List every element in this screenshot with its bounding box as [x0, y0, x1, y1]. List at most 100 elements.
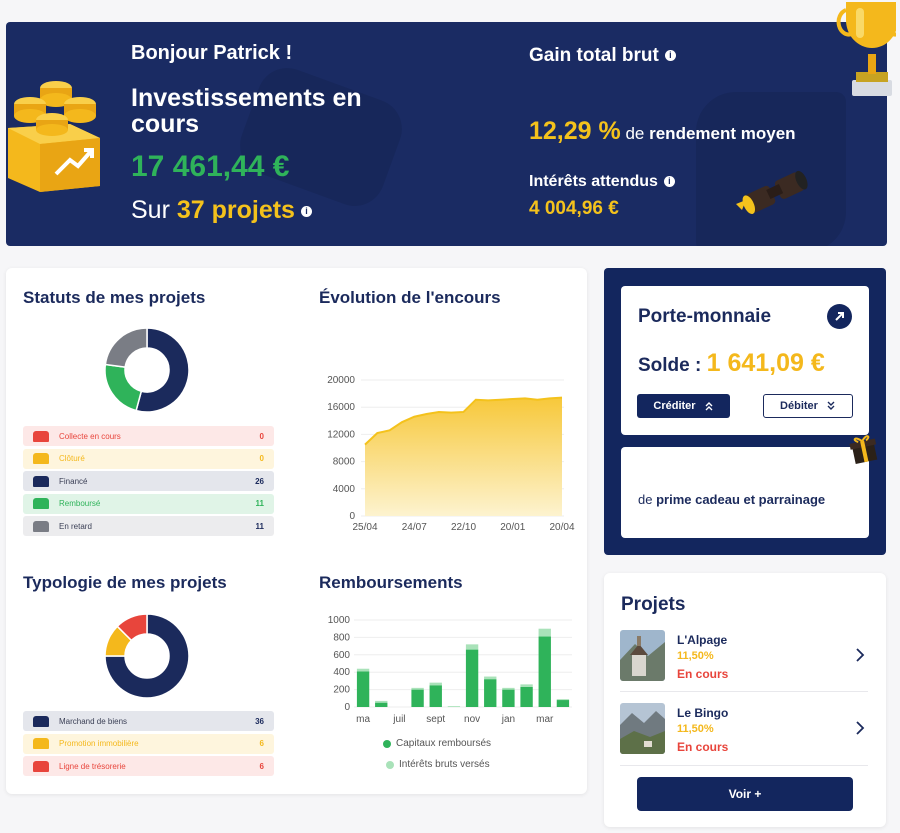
gain-total-label: Gain total brut i: [529, 45, 676, 67]
project-name: Le Bingo: [677, 706, 729, 720]
projects-title: Projets: [621, 594, 686, 615]
chevron-right-icon[interactable]: [853, 646, 867, 664]
greeting: Bonjour Patrick !: [131, 42, 293, 64]
prime-bold: prime cadeau et parrainage: [656, 492, 826, 507]
chevron-right-icon[interactable]: [853, 719, 867, 737]
project-rate: 11,50%: [677, 723, 714, 735]
donut-slice: [104, 327, 148, 368]
legend-label: Collecte en cours: [59, 431, 121, 441]
x-tick-label: 20/04: [549, 522, 574, 533]
briefcase-icon: [33, 430, 49, 442]
legend-row: Ligne de trésorerie 6: [23, 756, 274, 776]
project-rate: 11,50%: [677, 650, 714, 662]
x-tick-label: 25/04: [352, 522, 377, 533]
y-tick-label: 1000: [328, 615, 351, 626]
briefcase-icon: [33, 520, 49, 532]
project-name: L'Alpage: [677, 633, 728, 647]
legend-dot-capital: [383, 739, 391, 748]
invested-amount: 17 461,44 €: [131, 150, 290, 183]
wallet-panel: Porte-monnaie Solde : 1 641,09 € Crédite…: [604, 268, 886, 555]
area-fill: [365, 397, 562, 516]
interest-label: Intérêts attendus i: [529, 173, 675, 191]
legend-label: Clôturé: [59, 454, 85, 463]
projects-count: 37 projets: [176, 196, 295, 224]
x-tick-label: 24/07: [402, 522, 427, 533]
x-tick-label: ma: [356, 714, 370, 725]
info-icon[interactable]: i: [300, 205, 312, 217]
legend-row: Financé 26: [23, 471, 274, 491]
wallet-title: Porte-monnaie: [638, 306, 772, 327]
y-tick-label: 200: [333, 685, 350, 696]
project-item[interactable]: Le Bingo 11,50% En cours: [620, 703, 868, 775]
info-icon[interactable]: i: [663, 176, 675, 188]
donut-slice: [135, 327, 190, 413]
legend-count: 36: [255, 716, 264, 726]
projects-summary: Sur 37 projets i: [131, 196, 312, 225]
gain-total-text: Gain total brut: [529, 45, 659, 66]
y-tick-label: 8000: [333, 457, 356, 468]
legend-interets-label: Intérêts bruts versés: [399, 759, 490, 770]
legend-count: 26: [255, 476, 264, 486]
x-tick-label: 22/10: [451, 522, 476, 533]
bar-capital: [356, 671, 370, 707]
donut-slice: [104, 613, 190, 699]
y-tick-label: 400: [333, 667, 350, 678]
y-tick-label: 12000: [327, 429, 355, 440]
chevrons-down-icon: [827, 401, 835, 410]
project-status: En cours: [677, 667, 729, 681]
donut-slice: [116, 613, 148, 642]
typologie-legend: Marchand de biens 36 Promotion immobilière…: [23, 711, 274, 779]
yield-text-bold: rendement moyen: [649, 124, 796, 143]
divider: [620, 765, 868, 766]
prime-card: de prime cadeau et parrainage: [621, 447, 869, 538]
bar-interets: [447, 706, 461, 707]
y-tick-label: 0: [344, 702, 350, 713]
legend-row: En retard 11: [23, 516, 274, 536]
remboursements-bar-chart: 0 200 400 600 800 1000 ma juil sept nov jan mar: [328, 615, 572, 725]
lego-coins-illustration: [8, 81, 100, 192]
x-tick-label: sept: [426, 714, 445, 725]
evolution-title: Évolution de l'encours: [319, 288, 501, 307]
briefcase-icon: [33, 715, 49, 727]
x-tick-label: mar: [536, 714, 554, 725]
statuts-legend: Collecte en cours 0 Clôturé 0 Financé 26 Rembo…: [23, 426, 274, 539]
bar-interets: [429, 682, 442, 686]
legend-label: Financé: [59, 476, 88, 486]
legend-count: 6: [259, 761, 264, 771]
y-tick-label: 600: [333, 650, 350, 661]
debiter-button[interactable]: Débiter: [763, 394, 853, 418]
voir-plus-button[interactable]: Voir +: [637, 777, 853, 811]
prime-text: de prime cadeau et parrainage: [638, 493, 825, 507]
wallet-card: Porte-monnaie Solde : 1 641,09 € Crédite…: [621, 286, 869, 435]
bar-capital: [465, 649, 479, 707]
x-tick-label: juil: [392, 714, 405, 725]
briefcase-icon: [33, 498, 49, 509]
legend-row: Clôturé 0: [23, 448, 274, 469]
prime-prefix: de: [638, 492, 657, 507]
typologie-title: Typologie de mes projets: [23, 573, 227, 592]
project-item[interactable]: L'Alpage 11,50% En cours: [620, 630, 868, 702]
gift-icon: [849, 435, 878, 465]
donut-slice: [104, 363, 143, 412]
yield-percent: 12,29 %: [529, 117, 621, 145]
y-tick-label: 16000: [327, 402, 355, 413]
briefcase-icon: [33, 475, 49, 487]
bar-interets: [375, 700, 388, 703]
evolution-area-chart: 0 4000 8000 12000 16000 20000 25/04 24/07 22/10 2…: [327, 375, 575, 533]
info-icon[interactable]: i: [664, 50, 676, 62]
crediter-button[interactable]: Créditer: [637, 394, 730, 418]
debiter-label: Débiter: [780, 400, 818, 412]
interest-value: 4 004,96 €: [529, 198, 619, 219]
arrow-up-right-icon: [835, 312, 844, 321]
bar-capital: [375, 702, 388, 707]
y-tick-label: 4000: [333, 484, 356, 495]
y-tick-label: 0: [349, 511, 355, 522]
x-tick-label: jan: [501, 714, 515, 725]
briefcase-icon: [33, 738, 49, 749]
bar-interets: [484, 676, 497, 680]
hero-title: Investissements en cours: [131, 84, 362, 138]
legend-count: 6: [259, 739, 264, 748]
bar-capital: [538, 636, 551, 707]
statuts-donut-chart: [104, 327, 190, 413]
open-wallet-button[interactable]: [827, 304, 852, 329]
